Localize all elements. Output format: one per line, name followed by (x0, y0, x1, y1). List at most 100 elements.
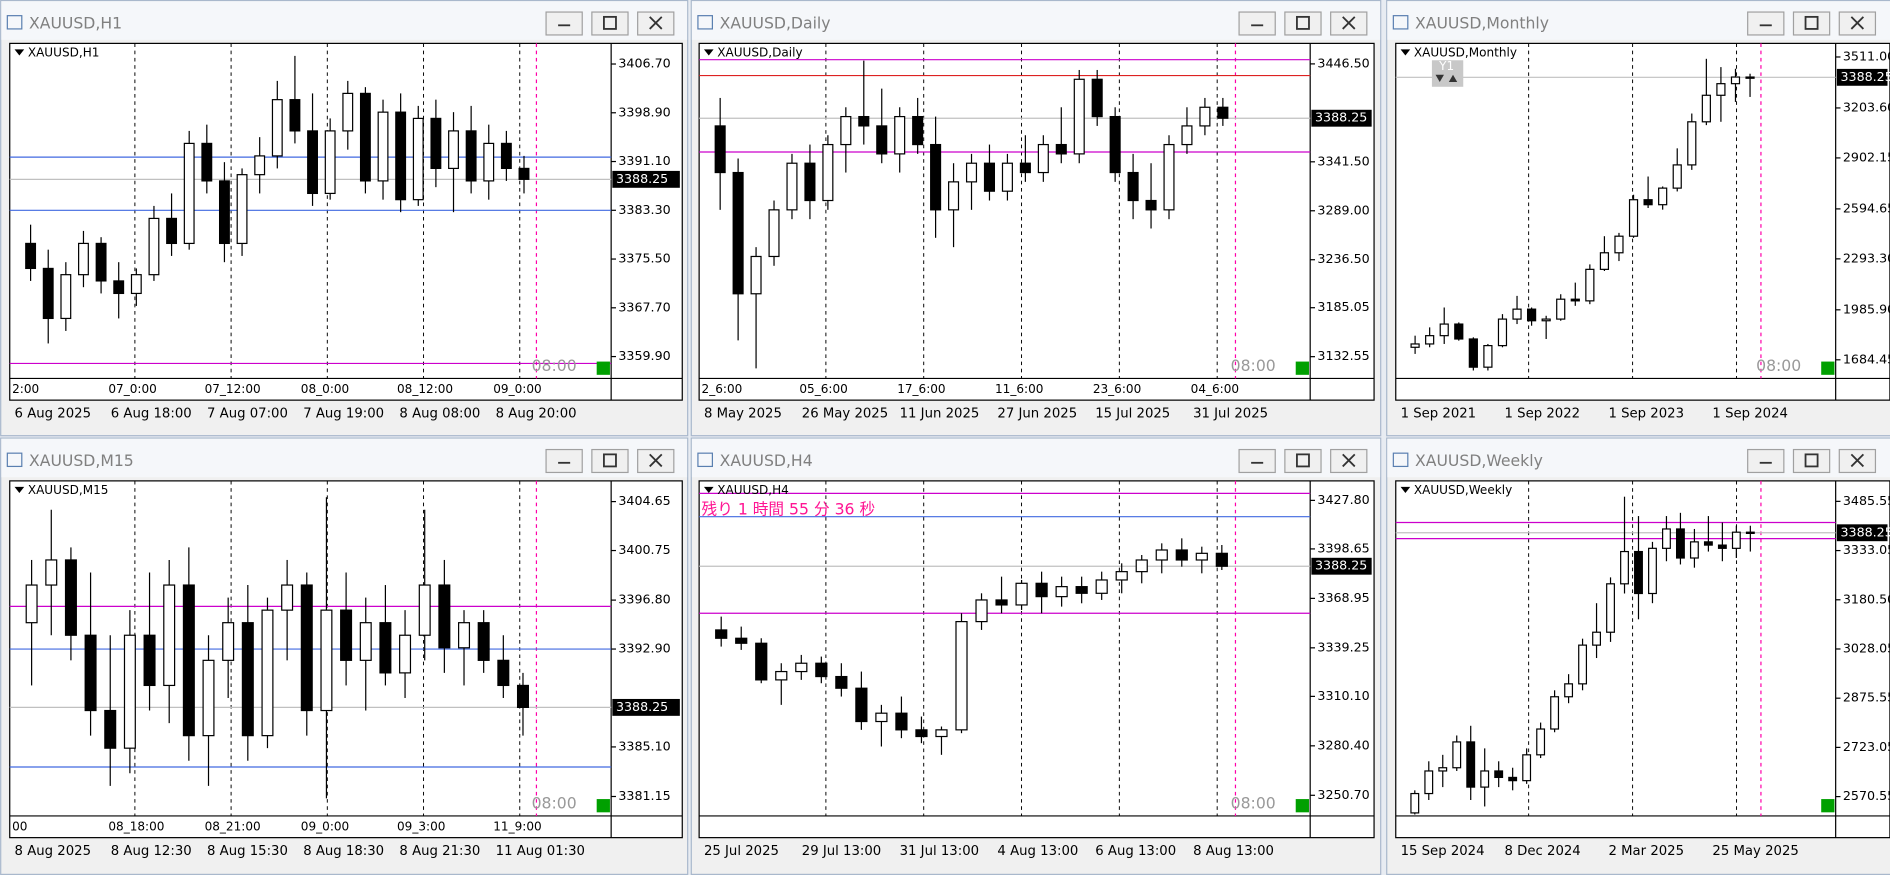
minimize-button[interactable] (1238, 448, 1276, 474)
candle-body (1672, 164, 1682, 189)
close-glyph (649, 453, 663, 468)
candle-body (1115, 571, 1128, 581)
candle-body (45, 559, 58, 586)
candle-body (1163, 143, 1175, 211)
candle-body (281, 584, 294, 611)
candle-body (1643, 199, 1653, 206)
period-button[interactable] (1431, 60, 1464, 87)
date-label: 6 Aug 18:00 (111, 406, 192, 421)
candle-body (183, 142, 195, 245)
minimize-button[interactable] (1238, 11, 1276, 36)
candle-body (1730, 76, 1741, 85)
date-label: 6 Aug 2025 (15, 406, 91, 421)
y-tick-label: 3385.10 (618, 738, 670, 753)
restore-glyph (1296, 453, 1310, 468)
minimize-button[interactable] (1747, 448, 1785, 474)
price-label-box (612, 170, 680, 188)
candle-body (438, 584, 451, 649)
time-label: 11_6:00 (995, 382, 1043, 396)
y-tick-label: 3511.00 (1843, 48, 1890, 63)
candle-body (1095, 579, 1108, 594)
y-tick-label: 3180.50 (1843, 591, 1890, 606)
symbol-arrow (14, 49, 25, 56)
server-time: 08:00 (1231, 356, 1276, 375)
candle-body (1468, 338, 1478, 368)
minimize-button[interactable] (545, 448, 583, 474)
y-tick-label: 1985.90 (1843, 301, 1890, 316)
date-label: 15 Jul 2025 (1095, 406, 1170, 421)
candle-body (930, 143, 942, 211)
close-glyph (1850, 453, 1865, 468)
minimize-button[interactable] (545, 11, 583, 36)
restore-button[interactable] (1792, 11, 1831, 36)
chart-area (698, 480, 1375, 839)
candle-body (876, 125, 888, 155)
status-box (1821, 361, 1835, 375)
date-label: 2 Mar 2025 (1608, 844, 1684, 859)
window-title: XAUUSD,Weekly (1415, 451, 1543, 470)
candle-body (1035, 582, 1048, 598)
window-title: XAUUSD,M15 (29, 451, 134, 470)
candle-body (894, 115, 906, 155)
candle-body (166, 217, 178, 245)
y-tick-label: 3368.95 (1317, 590, 1369, 605)
candle-body (1512, 308, 1522, 320)
server-time: 08:00 (532, 793, 577, 812)
candle-body (25, 242, 37, 270)
restore-button[interactable] (1284, 11, 1322, 36)
price-label-box (1836, 524, 1888, 542)
period-button-label: Y1 (1438, 59, 1454, 73)
time-label: 08_12:00 (397, 382, 453, 396)
candle-body (1055, 586, 1068, 598)
candle-body (1195, 552, 1208, 561)
close-glyph (1342, 453, 1356, 468)
candle-body (1215, 552, 1228, 567)
candle-body (342, 92, 354, 132)
status-box (1821, 799, 1835, 813)
candle-body (1570, 298, 1580, 302)
candle-body (948, 181, 960, 211)
candle-body (324, 130, 336, 195)
window-title: XAUUSD,Daily (720, 14, 831, 33)
date-label: 31 Jul 13:00 (900, 844, 979, 859)
candle-body (1634, 550, 1643, 595)
candle-body (1662, 528, 1671, 549)
time-label: 09_0:00 (301, 819, 349, 833)
time-label: 05_6:00 (799, 382, 847, 396)
date-label: 1 Sep 2023 (1608, 406, 1684, 421)
candle-body (875, 712, 888, 723)
candle-body (95, 242, 107, 282)
candle-body (1541, 318, 1551, 322)
candle-body (359, 622, 372, 661)
candle-body (465, 130, 477, 182)
restore-button[interactable] (591, 11, 629, 36)
minimize-button[interactable] (1747, 11, 1785, 36)
candle-body (518, 167, 530, 180)
date-label: 8 May 2025 (704, 406, 782, 421)
window-title: XAUUSD,Monthly (1415, 14, 1549, 33)
time-label: 09_0:00 (493, 382, 541, 396)
date-label: 27 Jun 2025 (997, 406, 1077, 421)
candle-body (399, 634, 412, 674)
candle-body (1731, 531, 1741, 549)
candle-body (202, 659, 215, 737)
candle-body (822, 143, 834, 202)
candle-body (143, 634, 156, 687)
candle-body (1585, 268, 1595, 302)
restore-button[interactable] (1792, 448, 1831, 474)
restore-button[interactable] (1284, 448, 1322, 474)
y-tick-label: 2293.30 (1843, 250, 1890, 265)
candle-body (201, 142, 213, 182)
candle-body (1564, 683, 1574, 698)
candle-body (1483, 345, 1493, 368)
candle-body (840, 115, 852, 146)
candle-body (1037, 143, 1049, 174)
candle-body (241, 622, 254, 737)
candle-body (775, 670, 788, 681)
candle-body (1687, 121, 1697, 166)
y-tick-label: 2570.55 (1843, 788, 1890, 803)
y-tick-label: 2594.65 (1843, 200, 1890, 215)
restore-button[interactable] (591, 448, 629, 474)
date-label: 1 Sep 2021 (1401, 406, 1477, 421)
